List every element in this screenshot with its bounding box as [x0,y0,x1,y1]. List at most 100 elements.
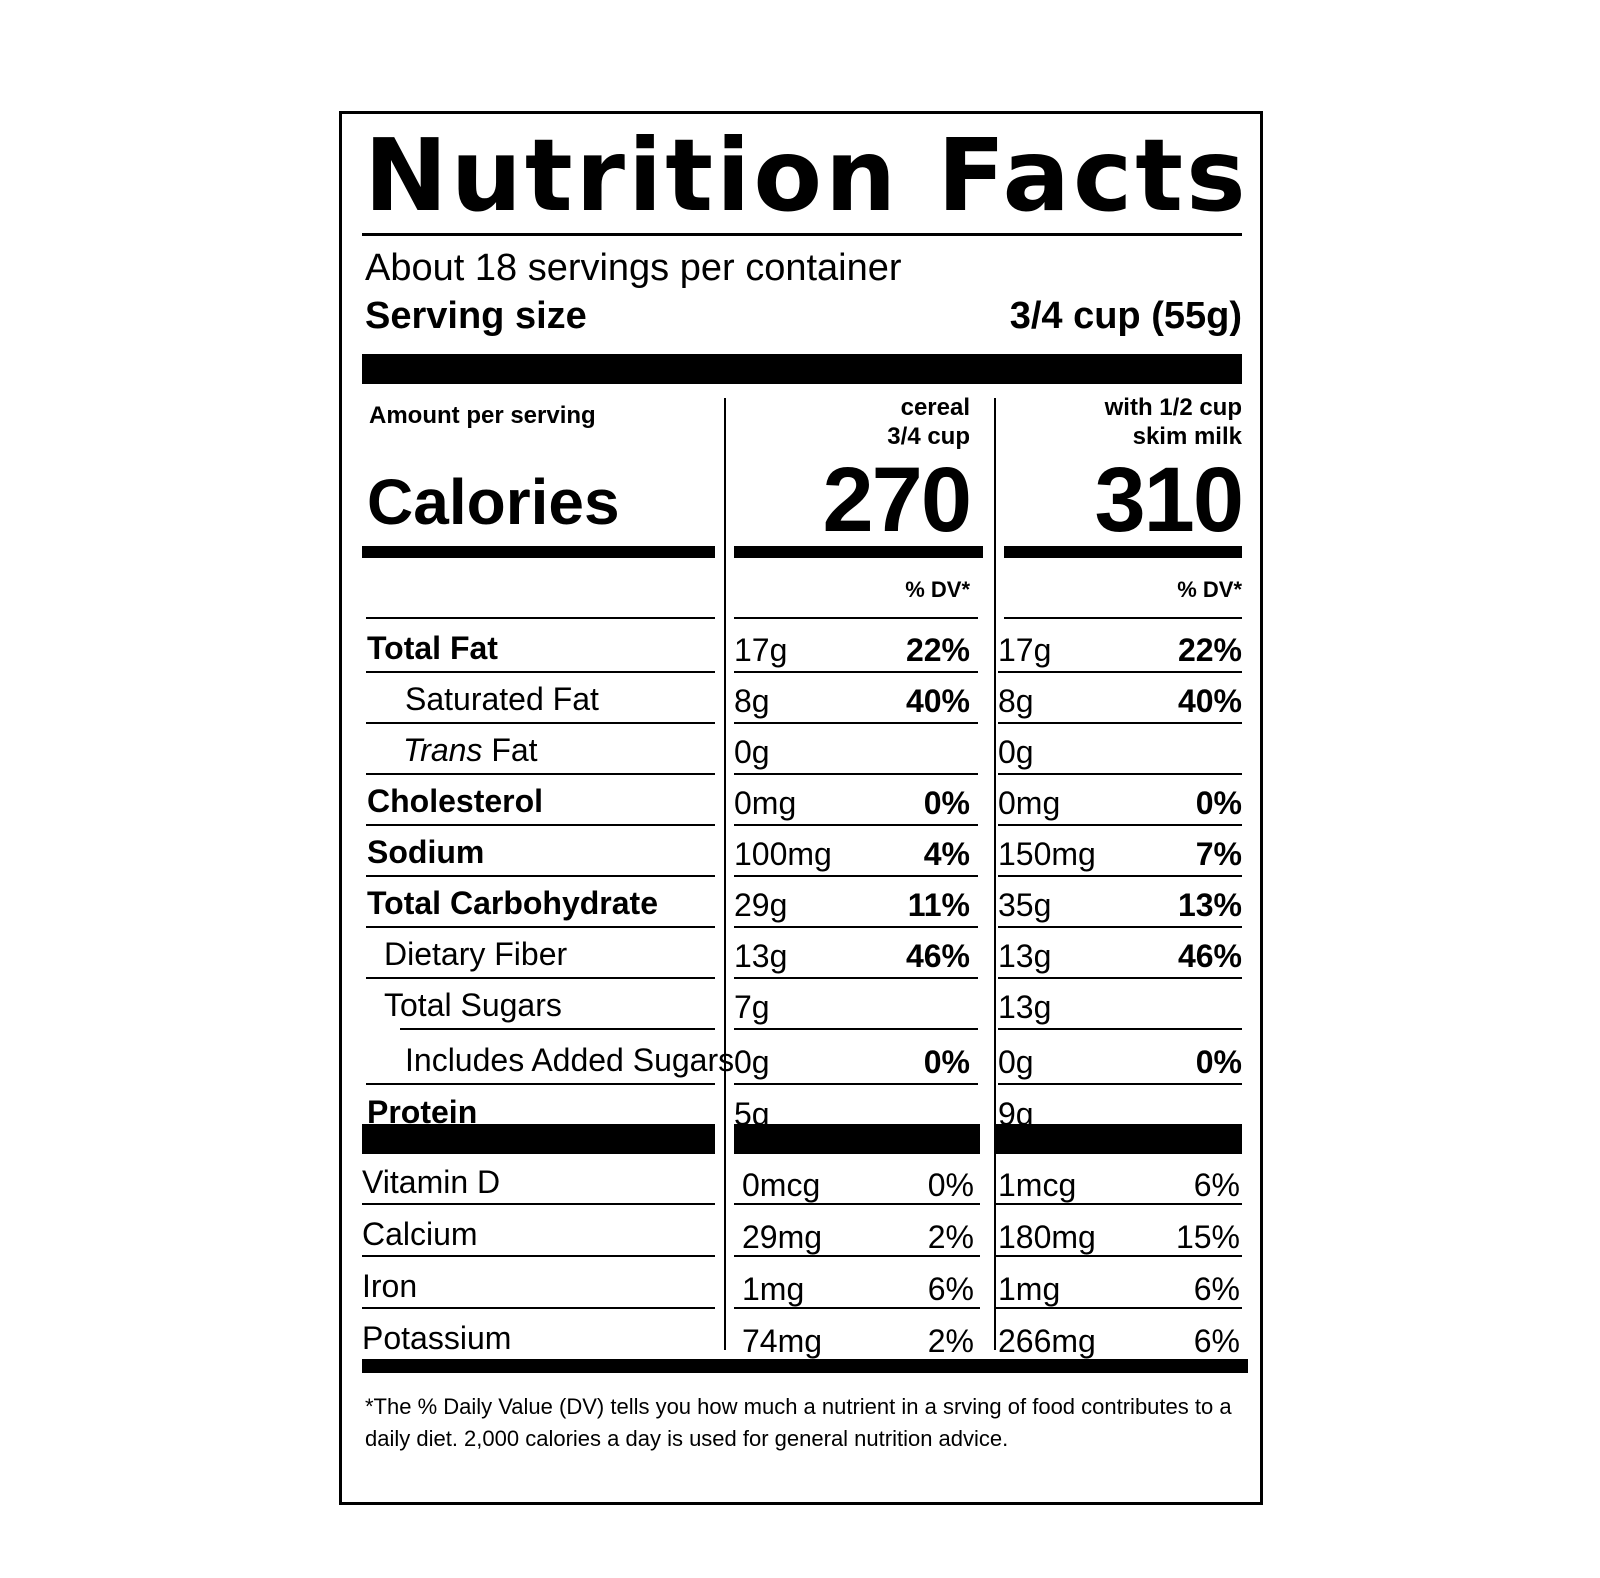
row-rule [366,773,715,775]
col2-header: with 1/2 cup skim milk [1002,393,1242,451]
nutrient-col2-dv: 46% [1177,938,1242,974]
row-rule [998,1028,1242,1030]
vitamin-col2-dv: 15% [1175,1219,1240,1255]
vitamin-label: Vitamin D [362,1164,501,1200]
vitamin-label: Iron [362,1268,418,1304]
nutrient-col2-amount: 13g [998,938,1052,974]
nutrient-col1-amount: 0g [734,734,770,770]
row-rule [998,1083,1242,1085]
vitamin-col2-dv: 6% [1193,1167,1240,1203]
thick-rule-bottom [362,1359,1248,1373]
nutrient-col1-dv: 11% [907,887,970,923]
nutrient-label: Protein [367,1094,478,1130]
vitamin-col1-amount: 29mg [742,1219,823,1255]
calories-rule-col2 [1004,546,1242,558]
thick-rule-top [362,354,1242,384]
nutrient-label: Total Sugars [384,987,562,1023]
row-rule [366,671,715,673]
row-rule [400,1028,715,1030]
row-rule [998,977,1242,979]
nutrient-label: Total Carbohydrate [367,885,658,921]
nutrition-facts-panel: Nutrition Facts About 18 servings per co… [339,111,1263,1505]
row-rule [998,824,1242,826]
vitamin-rule [734,1203,980,1205]
vitamin-rule [362,1203,715,1205]
nutrient-col2-amount: 150mg [998,836,1096,872]
row-rule [366,1083,715,1085]
col1-header-line2: 3/4 cup [887,423,970,450]
calories-rule-label [362,546,715,558]
row-rule [734,977,978,979]
row-rule [366,722,715,724]
nutrient-label: Includes Added Sugars [405,1042,735,1078]
nutrient-col2-dv: 0% [1195,1044,1242,1080]
nutrient-col1-amount: 7g [734,989,770,1025]
row-rule [366,926,715,928]
row-rule [998,671,1242,673]
nutrient-col2-amount: 0g [998,1044,1034,1080]
col1-calories: 270 [822,449,972,551]
col1-header: cereal 3/4 cup [730,393,970,451]
nutrient-col2-amount: 13g [998,989,1052,1025]
row-rule [734,875,978,877]
row-rule [734,824,978,826]
thick-rule-vitamins-label [362,1124,715,1154]
vitamin-col2-dv: 6% [1193,1323,1240,1359]
col1-header-line1: cereal [900,394,970,421]
vitamin-col2-amount: 1mg [998,1271,1061,1307]
vitamin-rule [996,1307,1242,1309]
nutrient-label: Trans Fat [403,734,538,766]
vitamin-col1-amount: 1mg [742,1271,805,1307]
vitamin-col1-dv: 0% [927,1167,974,1203]
vitamin-rule [996,1203,1242,1205]
vitamin-label: Potassium [362,1320,512,1356]
row-rule [998,926,1242,928]
row-rule [998,722,1242,724]
row-rule [998,875,1242,877]
vitamin-rule [362,1307,715,1309]
nutrient-col2-amount: 8g [998,683,1034,719]
nutrient-col1-amount: 100mg [734,836,832,872]
nutrient-label-italic: Trans [403,732,483,768]
nutrient-label: Total Fat [367,630,498,666]
nutrient-col1-dv: 4% [923,836,970,872]
nutrient-col1-amount: 29g [734,887,788,923]
column-divider-2 [994,398,996,1350]
row-rule [734,926,978,928]
col2-calories: 310 [1094,449,1244,551]
vitamin-rule [362,1255,715,1257]
serving-size-label: Serving size [365,295,587,337]
row-rule [366,977,715,979]
nutrient-label: Saturated Fat [405,681,599,717]
nutrient-col1-amount: 0g [734,1044,770,1080]
thick-rule-vitamins-col1 [734,1124,980,1154]
vitamin-label: Calcium [362,1216,478,1252]
vitamin-col1-dv: 2% [927,1323,974,1359]
vitamin-col1-dv: 2% [927,1219,974,1255]
row-rule [734,773,978,775]
nutrient-col1-dv: 0% [923,785,970,821]
row-rule [998,773,1242,775]
nutrient-col1-amount: 8g [734,683,770,719]
column-divider-1 [724,398,726,1350]
panel-title: Nutrition Facts [364,117,1249,234]
vitamin-col2-amount: 180mg [998,1219,1096,1255]
col2-dv-header: % DV* [1177,577,1242,602]
nutrient-col2-dv: 0% [1195,785,1242,821]
vitamin-col2-amount: 266mg [998,1323,1096,1359]
servings-per-container: About 18 servings per container [365,247,902,289]
row-rule [366,824,715,826]
row-rule [366,875,715,877]
nutrient-col2-amount: 17g [998,632,1052,668]
vitamin-rule [996,1255,1242,1257]
vitamin-col2-amount: 1mcg [998,1167,1077,1203]
dv-rule-col2 [1004,617,1242,619]
nutrient-col1-amount: 0mg [734,785,797,821]
vitamin-col1-amount: 74mg [742,1323,823,1359]
thick-rule-vitamins-col2 [996,1124,1242,1154]
dv-rule-col1 [734,617,978,619]
dv-rule-label [366,617,715,619]
vitamin-col1-dv: 6% [927,1271,974,1307]
nutrient-col2-amount: 0g [998,734,1034,770]
serving-size-value: 3/4 cup (55g) [1009,295,1242,337]
